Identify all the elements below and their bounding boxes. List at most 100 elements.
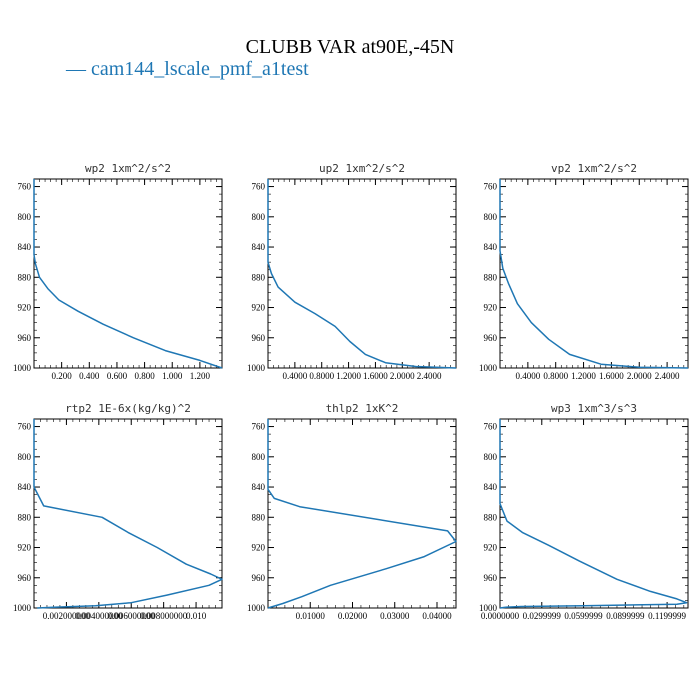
- x-tick-label: 0.8000: [543, 371, 568, 381]
- chart-panel-2: vp2 1xm^2/s^2 760 800 840 880 920 960 1000 0.400…: [479, 162, 689, 381]
- x-tick-label: 1.6000: [363, 371, 388, 381]
- series-line: [499, 179, 689, 369]
- y-tick-label: 1000: [479, 603, 498, 613]
- chart-title: vp2 1xm^2/s^2: [551, 162, 637, 175]
- y-tick-label: 920: [252, 303, 266, 313]
- x-tick-label: 0.03000: [380, 611, 410, 621]
- legend: — cam144_lscale_pmf_a1test: [66, 58, 309, 81]
- chart-panel-4: thlp2 1xK^2 760 800 840 880 920 960 1000 0.01000…: [247, 402, 457, 621]
- chart-title: wp2 1xm^2/s^2: [85, 162, 171, 175]
- y-tick-label: 960: [252, 573, 266, 583]
- y-tick-label: 800: [484, 212, 498, 222]
- y-tick-label: 840: [252, 482, 266, 492]
- x-tick-label: 0.200: [52, 371, 73, 381]
- plot-frame: [499, 418, 689, 609]
- legend-line-icon: —: [66, 58, 91, 80]
- chart-panel-5: wp3 1xm^3/s^3 760 800 840 880 920 960 10000.000…: [479, 402, 689, 621]
- x-tick-label: 0.010: [186, 611, 207, 621]
- chart-title: thlp2 1xK^2: [326, 402, 399, 415]
- series-line: [499, 419, 688, 609]
- x-tick-label: 0.01000: [296, 611, 326, 621]
- series-line: [33, 419, 223, 609]
- y-tick-label: 960: [484, 333, 498, 343]
- y-tick-label: 800: [252, 452, 266, 462]
- chart-title: wp3 1xm^3/s^3: [551, 402, 637, 415]
- y-tick-label: 880: [252, 512, 266, 522]
- y-tick-label: 880: [18, 272, 32, 282]
- y-tick-label: 880: [252, 272, 266, 282]
- y-tick-label: 760: [18, 182, 32, 192]
- x-tick-label: 1.2000: [571, 371, 596, 381]
- y-tick-label: 920: [18, 303, 32, 313]
- chart-panel-3: rtp2 1E-6x(kg/kg)^2 760 800 840 880 920 960 100…: [13, 402, 223, 621]
- plot-frame: [33, 178, 223, 369]
- x-tick-label: 0.04000: [422, 611, 452, 621]
- y-tick-label: 880: [484, 272, 498, 282]
- plot-frame: [33, 418, 223, 609]
- y-tick-label: 920: [484, 303, 498, 313]
- y-tick-label: 1000: [247, 603, 266, 613]
- x-tick-label: 1.200: [190, 371, 211, 381]
- y-tick-label: 760: [484, 182, 498, 192]
- legend-series-label: cam144_lscale_pmf_a1test: [91, 58, 309, 80]
- x-tick-label: 2.0000: [627, 371, 652, 381]
- x-tick-label: 2.4000: [417, 371, 442, 381]
- y-tick-label: 880: [484, 512, 498, 522]
- y-tick-label: 840: [18, 242, 32, 252]
- x-tick-label: 0.004000000: [75, 611, 123, 621]
- x-tick-label: 0.600: [107, 371, 128, 381]
- y-tick-label: 840: [18, 482, 32, 492]
- y-tick-label: 920: [252, 543, 266, 553]
- x-tick-label: 0.400: [79, 371, 100, 381]
- y-tick-label: 800: [18, 212, 32, 222]
- x-tick-label: 0.8000: [309, 371, 334, 381]
- x-tick-label: 1.6000: [599, 371, 624, 381]
- chart-panel-0: wp2 1xm^2/s^2 760 800 840 880 920 960 1000 0.200…: [13, 162, 223, 381]
- x-tick-label: 1.000: [162, 371, 183, 381]
- y-tick-label: 1000: [13, 603, 32, 613]
- x-tick-label: 0.008000000: [140, 611, 188, 621]
- x-tick-label: 0.800: [134, 371, 155, 381]
- plot-frame: [499, 178, 689, 369]
- y-tick-label: 800: [252, 212, 266, 222]
- y-tick-label: 960: [484, 573, 498, 583]
- series-line: [267, 179, 457, 369]
- x-tick-label: 0.1199999: [648, 611, 686, 621]
- chart-title: rtp2 1E-6x(kg/kg)^2: [65, 402, 191, 415]
- y-tick-label: 1000: [13, 363, 32, 373]
- x-tick-label: 0.02000: [338, 611, 368, 621]
- y-tick-label: 760: [252, 182, 266, 192]
- series-line: [267, 419, 457, 609]
- plot-frame: [267, 178, 457, 369]
- y-tick-label: 800: [18, 452, 32, 462]
- x-tick-label: 0.4000: [282, 371, 307, 381]
- series-line: [33, 179, 223, 369]
- y-tick-label: 960: [252, 333, 266, 343]
- figure-title: CLUBB VAR at90E,-45N: [245, 36, 455, 58]
- x-tick-label: 0.0899999: [606, 611, 645, 621]
- x-tick-label: 0.002000000: [43, 611, 91, 621]
- y-tick-label: 800: [484, 452, 498, 462]
- y-tick-label: 1000: [479, 363, 498, 373]
- y-tick-label: 840: [484, 482, 498, 492]
- y-tick-label: 760: [252, 422, 266, 432]
- x-tick-label: 0.4000: [515, 371, 540, 381]
- y-tick-label: 760: [484, 422, 498, 432]
- chart-title: up2 1xm^2/s^2: [319, 162, 405, 175]
- x-tick-label: 0.006000000: [108, 611, 156, 621]
- x-tick-label: 0.0299999: [523, 611, 562, 621]
- y-tick-label: 840: [484, 242, 498, 252]
- y-tick-label: 1000: [247, 363, 266, 373]
- y-tick-label: 920: [484, 543, 498, 553]
- y-tick-label: 840: [252, 242, 266, 252]
- y-tick-label: 960: [18, 573, 32, 583]
- y-tick-label: 880: [18, 512, 32, 522]
- x-tick-label: 0.0000000: [481, 611, 520, 621]
- y-tick-label: 920: [18, 543, 32, 553]
- x-tick-label: 0.0599999: [564, 611, 603, 621]
- plot-frame: [267, 418, 457, 609]
- x-tick-label: 1.2000: [336, 371, 361, 381]
- x-tick-label: 2.4000: [655, 371, 680, 381]
- chart-panel-1: up2 1xm^2/s^2 760 800 840 880 920 960 1000 0.400…: [247, 162, 457, 381]
